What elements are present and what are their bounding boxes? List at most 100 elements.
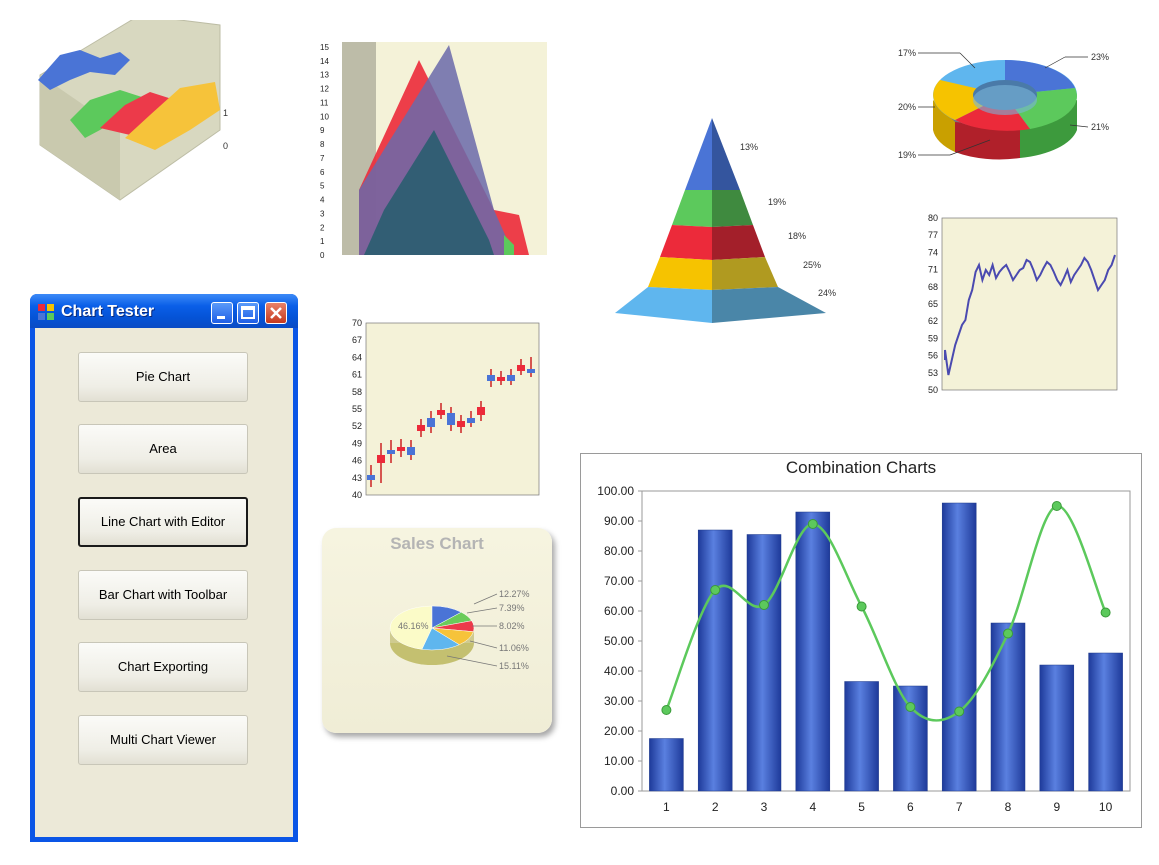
area-y-tick-label: 0	[320, 251, 325, 260]
chart-tester-window: Chart Tester Pie Chart Area Line Chart w…	[30, 294, 298, 842]
y-tick-label: 64	[352, 352, 362, 362]
area-y-tick-label: 9	[320, 126, 325, 135]
candle-body	[397, 447, 405, 451]
window-title: Chart Tester	[61, 303, 155, 320]
pie-chart-button[interactable]: Pie Chart	[78, 352, 248, 402]
candle-body	[467, 418, 475, 423]
y-tick-label: 10.00	[604, 754, 634, 768]
pyramid-label: 19%	[768, 197, 786, 207]
title-bar[interactable]: Chart Tester	[30, 294, 298, 328]
candle-body	[387, 450, 395, 454]
multi-chart-viewer-button[interactable]: Multi Chart Viewer	[78, 715, 248, 765]
close-icon	[270, 307, 282, 319]
sales-pie-label: 8.02%	[499, 621, 525, 631]
line-point	[759, 600, 769, 610]
y-tick-label: 56	[928, 351, 938, 361]
x-tick-label: 2	[712, 800, 719, 814]
bar	[990, 622, 1026, 792]
y-tick-label: 53	[928, 368, 938, 378]
y-tick-label: 65	[928, 299, 938, 309]
y-tick-label: 71	[928, 265, 938, 275]
line-point	[856, 601, 867, 612]
bar	[746, 534, 782, 792]
y-tick-label: 59	[928, 333, 938, 343]
bar-chart-with-toolbar-button[interactable]: Bar Chart with Toolbar	[78, 570, 248, 620]
y-tick-label: 49	[352, 438, 362, 448]
y-tick-label: 74	[928, 247, 938, 257]
y-tick-label: 80	[928, 213, 938, 223]
candle-body	[487, 375, 495, 381]
window-client-area: Pie Chart Area Line Chart with Editor Ba…	[35, 328, 293, 837]
sales-pie-label: 11.06%	[499, 643, 529, 653]
candle-body	[517, 365, 525, 371]
candle-body	[457, 421, 465, 427]
ribbon-chart-thumbnail: 1 0	[38, 20, 228, 201]
ribbon-series-yellow	[125, 82, 220, 150]
x-tick-label: 5	[858, 800, 865, 814]
line-point	[905, 702, 916, 712]
pyramid-label: 13%	[740, 142, 758, 152]
bar	[649, 738, 684, 792]
x-tick-label: 3	[761, 800, 768, 814]
line-chart-with-editor-button[interactable]: Line Chart with Editor	[78, 497, 248, 547]
donut-label: 17%	[898, 48, 916, 58]
y-tick-label: 30.00	[604, 694, 634, 708]
y-tick-label: 62	[928, 316, 938, 326]
area-y-tick-label: 7	[320, 154, 325, 163]
y-tick-label: 55	[352, 404, 362, 414]
donut-label: 23%	[1091, 52, 1109, 62]
bar	[844, 681, 879, 792]
minimize-icon	[217, 316, 225, 319]
area-y-tick-label: 11	[320, 98, 329, 107]
stock-price-line	[944, 254, 1116, 376]
chart-exporting-button[interactable]: Chart Exporting	[78, 642, 248, 692]
candle-body	[527, 369, 535, 373]
candle-body	[477, 407, 485, 415]
y-tick-label: 68	[928, 282, 938, 292]
sales-chart-title: Sales Chart	[390, 534, 484, 553]
y-tick-label: 77	[928, 230, 938, 240]
sales-pie-label: 46.16%	[398, 621, 429, 631]
y-tick-label: 40.00	[604, 664, 634, 678]
bar	[893, 685, 928, 792]
y-tick-label: 100.00	[597, 484, 634, 498]
x-tick-label: 9	[1053, 800, 1060, 814]
y-tick-label: 60.00	[604, 604, 634, 618]
pyramid-chart-thumbnail: 13% 19% 18% 25% 24%	[615, 118, 836, 323]
x-tick-label: 7	[956, 800, 963, 814]
area-y-tick-label: 10	[320, 112, 329, 121]
pyramid-label: 24%	[818, 288, 836, 298]
y-tick-label: 0.00	[611, 784, 635, 798]
y-tick-label: 58	[352, 387, 362, 397]
sales-pie-label: 15.11%	[499, 661, 529, 671]
combination-chart-plot: Combination Charts 0.00 10.00 20.00 30.00 40…	[597, 458, 1131, 814]
candle-body	[437, 410, 445, 415]
stock-chart-thumbnail: 80 77 74 71 68 65 62 59 56 53 50	[928, 213, 1118, 395]
combination-chart: Combination Charts 0.00 10.00 20.00 30.00 40…	[580, 453, 1142, 828]
bar	[1088, 652, 1123, 792]
y-tick-label: 50.00	[604, 634, 634, 648]
candlestick-chart-thumbnail: 70 67 64 61 58 55 52 49 46 43 40	[352, 318, 540, 500]
candle-body	[377, 455, 385, 463]
area-button[interactable]: Area	[78, 424, 248, 474]
close-button[interactable]	[265, 302, 287, 324]
combination-chart-title: Combination Charts	[786, 458, 936, 477]
candle-body	[427, 418, 435, 427]
sales-pie: 46.16% 12.27% 7.39% 8.02% 11.06% 15.11%	[389, 589, 530, 671]
y-tick-label: 43	[352, 473, 362, 483]
ribbon-series-blue	[38, 50, 130, 90]
candle-body	[447, 413, 455, 425]
ribbon-series-green	[70, 90, 145, 138]
pyramid-label: 18%	[788, 231, 806, 241]
area-y-tick-label: 15	[320, 43, 329, 52]
line-point	[710, 585, 721, 595]
bar	[795, 511, 831, 792]
minimize-button[interactable]	[211, 302, 233, 324]
donut-label: 21%	[1091, 122, 1109, 132]
sales-pie-label: 7.39%	[499, 603, 525, 613]
area-y-tick-label: 12	[320, 85, 329, 94]
candle-body	[367, 475, 375, 480]
maximize-button[interactable]	[237, 302, 259, 324]
line-point	[661, 705, 672, 715]
candle-body	[407, 447, 415, 455]
